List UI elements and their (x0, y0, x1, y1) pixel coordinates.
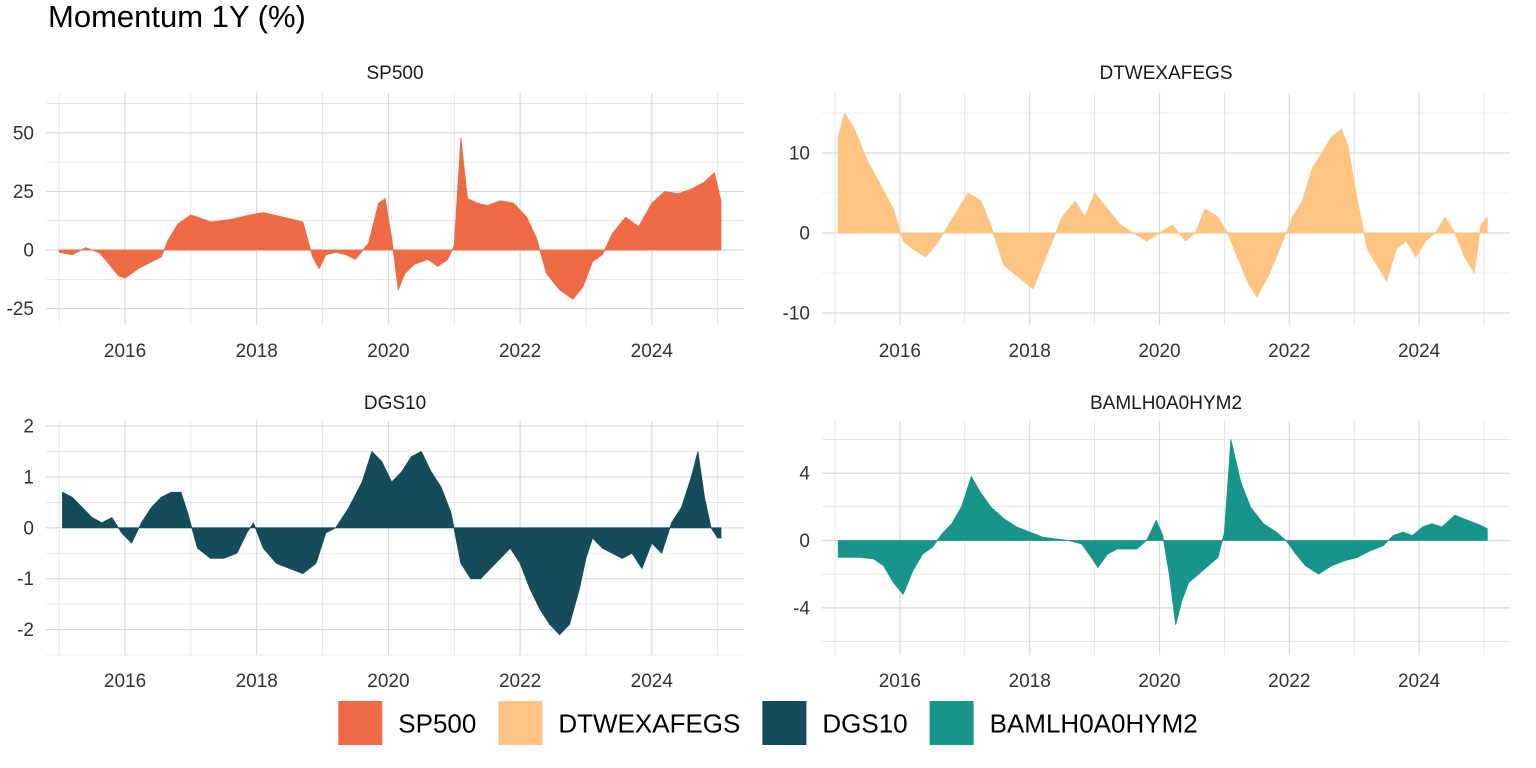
series-area-bamlh0a0hym2 (837, 439, 1488, 626)
legend-key-sp500 (338, 701, 383, 745)
series-area-dgs10 (62, 451, 722, 636)
x-tick-label: 2018 (236, 341, 278, 362)
facet-title-dgs10: DGS10 (364, 393, 426, 414)
legend-label-sp500: SP500 (398, 709, 476, 739)
legend: SP500 DTWEXAFEGS DGS10 BAMLH0A0HYM2 (338, 701, 1198, 745)
x-tick-label: 2018 (236, 671, 278, 692)
y-tick-label: 0 (23, 518, 34, 539)
legend-label-dgs10: DGS10 (822, 709, 907, 739)
facet-title-dtwexafegs: DTWEXAFEGS (1099, 63, 1232, 84)
x-tick-label: 2022 (499, 671, 541, 692)
x-tick-label: 2022 (1268, 341, 1310, 362)
x-tick-label: 2016 (879, 671, 921, 692)
y-tick-label: -25 (7, 299, 34, 320)
panel-bamlh0a0hym2: BAMLH0A0HYM2 -4 0 4 2016 2018 2020 2022 2024 (793, 393, 1510, 692)
y-tick-label: -10 (783, 304, 810, 325)
y-tick-label: 0 (799, 224, 810, 245)
facet-title-sp500: SP500 (366, 63, 423, 84)
y-tick-label: 50 (13, 123, 34, 144)
y-tick-label: -1 (17, 569, 34, 590)
y-tick-label: -2 (17, 620, 34, 641)
x-tick-label: 2016 (104, 671, 146, 692)
y-tick-label: 1 (23, 467, 34, 488)
panel-dtwexafegs: DTWEXAFEGS -10 0 10 2016 2018 2020 2022 2024 (783, 63, 1510, 362)
x-tick-label: 2020 (1138, 671, 1180, 692)
legend-label-bamlh0a0hym2: BAMLH0A0HYM2 (990, 709, 1198, 739)
y-tick-label: 0 (799, 531, 810, 552)
x-tick-label: 2020 (367, 341, 409, 362)
y-tick-label: 4 (799, 464, 810, 485)
x-tick-label: 2024 (631, 341, 674, 362)
facet-title-bamlh0a0hym2: BAMLH0A0HYM2 (1090, 393, 1242, 414)
legend-key-dtwexafegs (498, 701, 543, 745)
y-tick-label: -4 (793, 598, 810, 619)
x-tick-label: 2020 (367, 671, 409, 692)
x-tick-label: 2022 (499, 341, 541, 362)
legend-key-bamlh0a0hym2 (929, 701, 974, 745)
x-tick-label: 2024 (631, 671, 674, 692)
legend-key-dgs10 (762, 701, 807, 745)
x-tick-label: 2018 (1009, 341, 1051, 362)
series-area-dtwexafegs (837, 112, 1488, 298)
panel-dgs10: DGS10 -2 -1 0 1 2 2016 2018 2020 2022 2024 (17, 393, 744, 692)
x-tick-label: 2024 (1398, 671, 1441, 692)
x-tick-label: 2020 (1138, 341, 1180, 362)
y-tick-label: 2 (23, 417, 34, 438)
x-tick-label: 2024 (1398, 341, 1441, 362)
x-tick-label: 2016 (104, 341, 146, 362)
chart-title: Momentum 1Y (%) (48, 0, 306, 34)
x-tick-label: 2018 (1009, 671, 1051, 692)
y-tick-label: 25 (13, 182, 34, 203)
series-area-sp500 (58, 137, 722, 300)
y-tick-label: 0 (23, 241, 34, 262)
legend-label-dtwexafegs: DTWEXAFEGS (558, 709, 740, 739)
panel-sp500: SP500 -25 0 25 50 2016 2018 2020 2022 2024 (7, 63, 744, 362)
x-tick-label: 2022 (1268, 671, 1310, 692)
y-tick-label: 10 (789, 144, 810, 165)
x-tick-label: 2016 (879, 341, 921, 362)
